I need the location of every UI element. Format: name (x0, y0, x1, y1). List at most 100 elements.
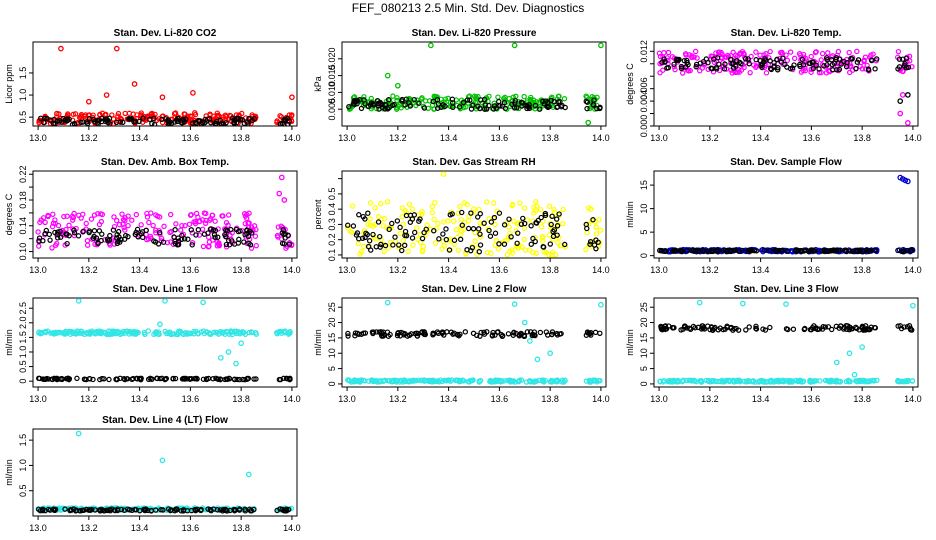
y-tick-label: 0.005 (327, 98, 337, 121)
data-point (251, 376, 257, 382)
panel-2: Stan. Dev. Li-820 Pressure kPa 13.0 13.2 13.… (313, 28, 610, 143)
data-point (431, 93, 437, 100)
data-point (83, 220, 89, 227)
data-point (753, 49, 759, 55)
x-tick-label: 14.0 (592, 394, 610, 404)
data-point (200, 376, 207, 382)
data-point (416, 100, 422, 106)
data-point (214, 243, 221, 249)
x-tick-label: 13.4 (131, 133, 149, 143)
data-point (554, 378, 561, 385)
data-point (511, 330, 517, 336)
x-tick-label: 13.4 (752, 265, 770, 275)
data-point (482, 102, 488, 108)
data-point (210, 227, 217, 233)
data-point (659, 59, 665, 65)
data-point (488, 219, 495, 225)
data-point (445, 218, 451, 224)
data-point (508, 234, 514, 240)
data-point (457, 203, 463, 210)
data-point (763, 51, 769, 57)
data-point (521, 93, 527, 100)
y-tick-label: 0.010 (327, 81, 337, 104)
data-point (754, 248, 760, 254)
data-point (718, 49, 724, 56)
data-point (182, 223, 188, 229)
data-point (526, 378, 533, 384)
data-point (862, 66, 869, 72)
data-point (821, 63, 827, 69)
data-point (835, 247, 842, 253)
data-point (672, 247, 678, 253)
data-point (498, 331, 505, 338)
data-point (669, 54, 676, 60)
data-point (140, 234, 146, 241)
data-point (208, 120, 214, 126)
data-point (557, 98, 563, 105)
data-point (861, 57, 867, 63)
data-point (194, 376, 200, 382)
data-point (419, 235, 426, 242)
data-point (584, 330, 591, 336)
data-point (449, 96, 456, 102)
data-point (451, 330, 457, 336)
x-tick-label: 13.0 (29, 265, 47, 275)
series-secondary (346, 96, 603, 112)
data-point (597, 378, 603, 384)
data-point (238, 329, 244, 336)
data-point (548, 221, 554, 228)
data-point (453, 227, 460, 233)
data-point (362, 378, 368, 384)
data-point (493, 377, 499, 384)
data-point (431, 216, 437, 223)
data-point (551, 210, 558, 216)
data-point (822, 377, 829, 384)
data-point (353, 378, 360, 385)
data-point (118, 506, 125, 513)
y-tick-label: 0.4 (327, 203, 337, 216)
data-point (196, 232, 203, 238)
data-point (824, 62, 830, 68)
data-point (746, 61, 752, 67)
data-point (207, 217, 213, 223)
data-point (387, 331, 393, 338)
data-point (60, 115, 66, 122)
data-point (247, 242, 254, 248)
data-point (494, 329, 501, 335)
data-point (429, 378, 436, 384)
data-point (205, 234, 212, 240)
data-point (751, 62, 757, 68)
data-point (48, 330, 54, 336)
outlier-point (238, 340, 245, 347)
data-point (106, 376, 112, 383)
data-point (528, 94, 534, 101)
y-axis-label: Licor ppm (4, 64, 14, 104)
data-point (160, 507, 166, 513)
data-point (509, 247, 515, 253)
data-point (697, 68, 703, 74)
data-point (895, 48, 902, 55)
series-primary (346, 42, 604, 126)
data-point (710, 248, 716, 255)
data-point (150, 222, 156, 229)
data-point (713, 66, 720, 72)
data-point (381, 248, 387, 255)
data-point (711, 59, 718, 66)
data-point (691, 377, 697, 384)
data-point (241, 239, 247, 245)
x-tick-label: 13.0 (650, 133, 668, 143)
data-point (556, 211, 562, 217)
data-point (800, 378, 807, 385)
data-point (470, 226, 477, 232)
data-point (154, 375, 160, 381)
data-point (401, 242, 408, 249)
data-point (682, 323, 688, 329)
plot-frame (32, 297, 298, 388)
data-point (211, 232, 218, 238)
x-tick-label: 13.8 (232, 265, 250, 275)
y-tick-label: 5 (639, 230, 649, 235)
data-point (40, 506, 46, 513)
data-point (753, 57, 759, 63)
data-point (528, 241, 534, 247)
data-point (810, 247, 816, 253)
